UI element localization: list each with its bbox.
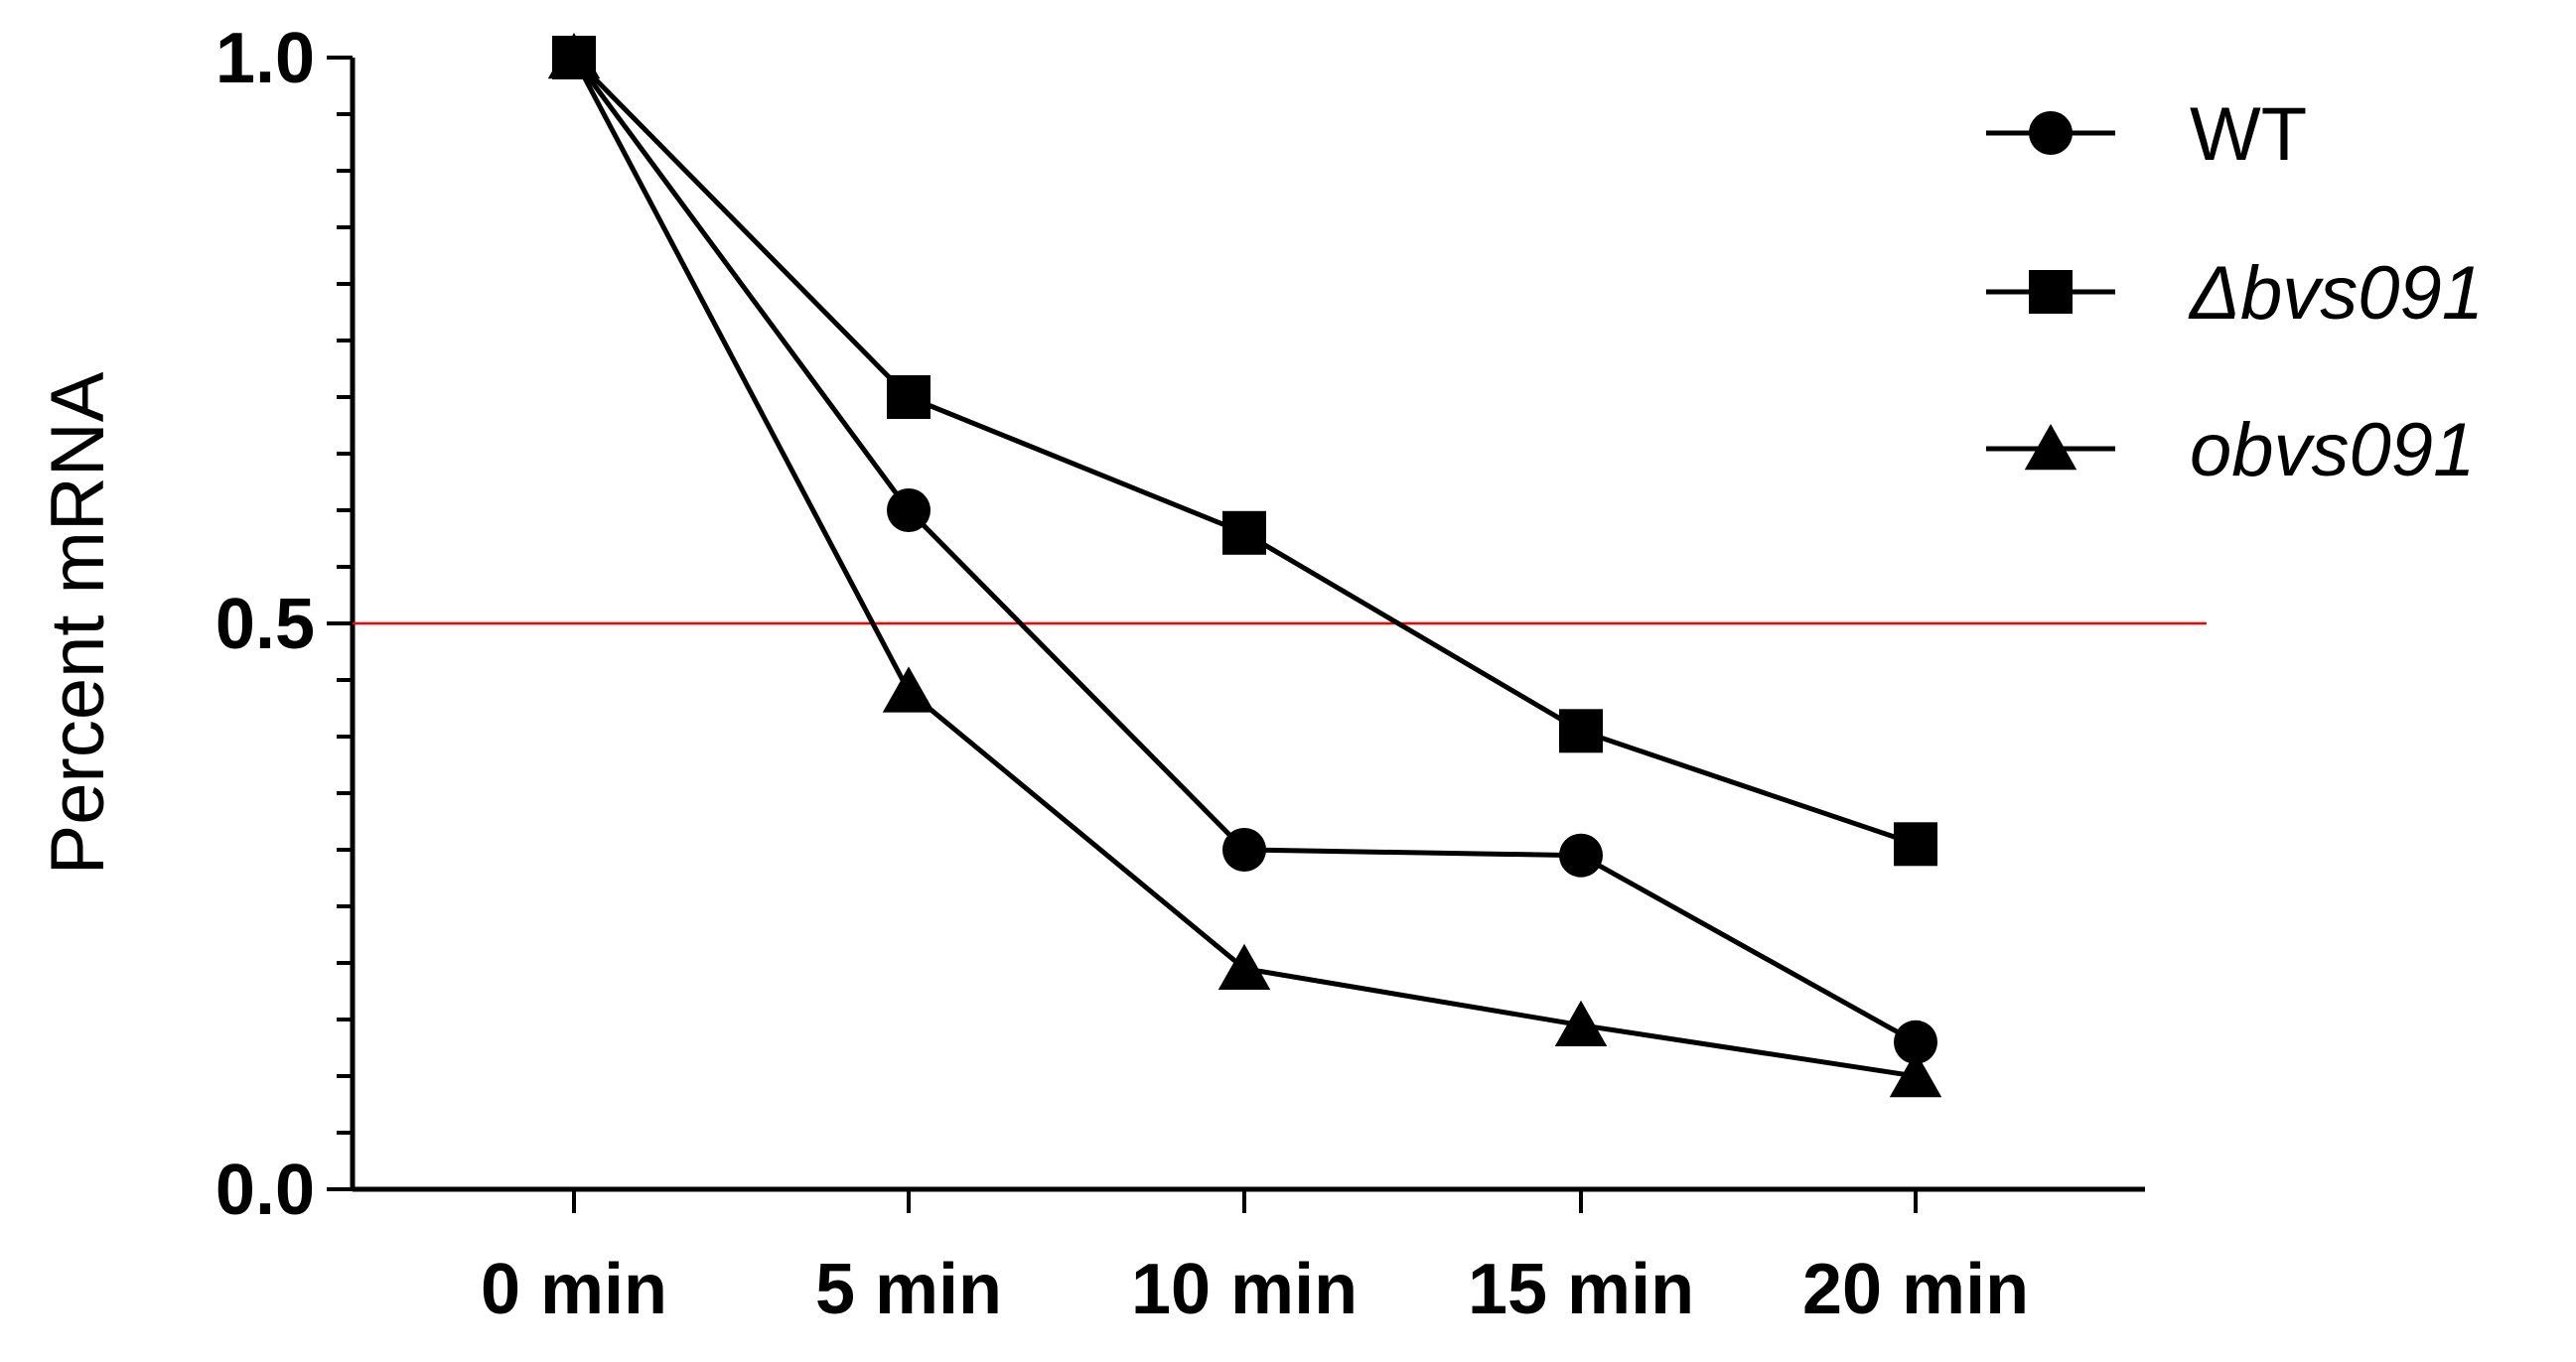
legend-item: WT xyxy=(1986,92,2307,177)
data-point-square xyxy=(1222,510,1266,555)
legend: WT Δbvs091 obvs091 xyxy=(1986,92,2484,492)
x-tick-label: 15 min xyxy=(1468,1250,1694,1329)
x-tick-label: 20 min xyxy=(1802,1250,2029,1329)
legend-label: obvs091 xyxy=(2190,408,2475,492)
series-triangle xyxy=(547,33,1942,1098)
data-point-triangle xyxy=(1889,1051,1942,1098)
y-axis-title: Percent mRNA xyxy=(36,371,120,875)
data-point-triangle xyxy=(1554,1000,1608,1046)
axes: 0.0 0.5 1.0 0 min 5 min 10 min 15 min 20 min Per… xyxy=(36,19,2145,1329)
y-tick-label: 1.0 xyxy=(215,19,315,98)
data-point-triangle xyxy=(547,33,601,79)
data-point-square xyxy=(1894,822,1937,867)
data-point-triangle xyxy=(1217,943,1271,990)
series-square xyxy=(552,36,1937,867)
y-tick-label: 0.5 xyxy=(215,585,315,664)
y-tick-label: 0.0 xyxy=(215,1151,315,1230)
data-point-circle xyxy=(1222,828,1266,872)
data-point-circle xyxy=(887,488,930,532)
legend-item: Δbvs091 xyxy=(1986,251,2484,336)
data-point-circle xyxy=(1894,1020,1937,1064)
series-line xyxy=(571,56,1917,1079)
x-tick-label: 10 min xyxy=(1131,1250,1358,1329)
data-point-circle xyxy=(1559,833,1603,878)
legend-label: Δbvs091 xyxy=(2188,251,2484,336)
legend-marker-circle xyxy=(2029,111,2073,155)
data-point-triangle xyxy=(882,666,935,713)
legend-item: obvs091 xyxy=(1986,408,2475,492)
legend-marker-triangle xyxy=(2024,424,2077,471)
legend-label: WT xyxy=(2190,92,2307,177)
series-line xyxy=(572,56,1917,847)
x-tick-label: 0 min xyxy=(481,1250,667,1329)
legend-marker-square xyxy=(2029,270,2073,314)
data-point-square xyxy=(1559,709,1603,753)
x-tick-label: 5 min xyxy=(815,1250,1002,1329)
series-layer xyxy=(547,33,1942,1098)
data-point-square xyxy=(887,375,930,419)
